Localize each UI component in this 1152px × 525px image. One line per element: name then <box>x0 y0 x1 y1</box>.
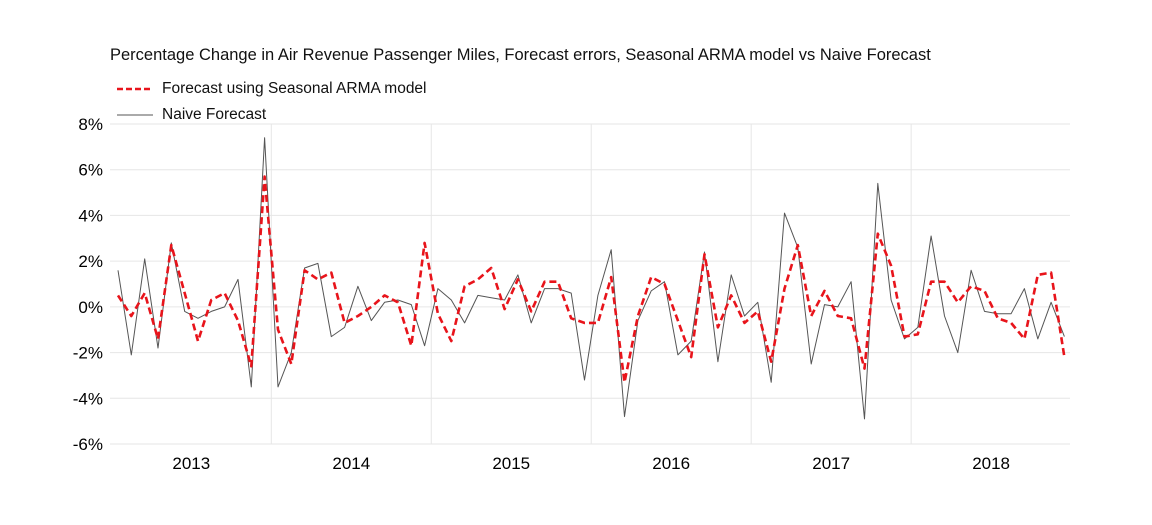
y-tick-label: 2% <box>78 252 103 271</box>
x-tick-label: 2016 <box>652 454 690 473</box>
legend-label-arma: Forecast using Seasonal ARMA model <box>162 80 427 97</box>
x-tick-label: 2017 <box>812 454 850 473</box>
y-tick-label: -2% <box>73 344 103 363</box>
y-tick-label: 8% <box>78 115 103 134</box>
legend-swatch-naive <box>117 114 153 116</box>
legend-item-naive: Naive Forecast <box>116 102 427 128</box>
series-line-arma <box>116 175 1066 384</box>
legend-label-naive: Naive Forecast <box>162 106 267 123</box>
y-tick-label: -4% <box>73 389 103 408</box>
legend-item-arma: Forecast using Seasonal ARMA model <box>116 76 427 102</box>
x-tick-label: 2014 <box>332 454 370 473</box>
y-tick-label: 4% <box>78 206 103 225</box>
chart-legend: Forecast using Seasonal ARMA model Naive… <box>116 76 427 128</box>
x-tick-label: 2015 <box>492 454 530 473</box>
x-tick-label: 2018 <box>972 454 1010 473</box>
legend-swatch-arma <box>117 87 153 91</box>
y-tick-label: 6% <box>78 161 103 180</box>
x-tick-label: 2013 <box>172 454 210 473</box>
y-tick-label: -6% <box>73 435 103 454</box>
y-tick-label: 0% <box>78 298 103 317</box>
chart-title: Percentage Change in Air Revenue Passeng… <box>110 46 931 64</box>
